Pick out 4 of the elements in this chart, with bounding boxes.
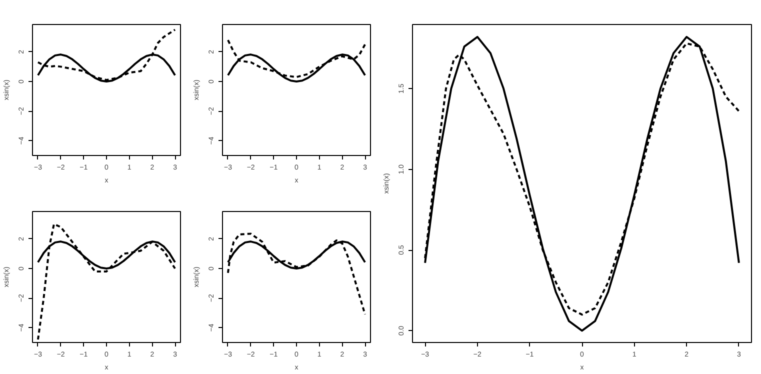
line-series <box>226 232 366 316</box>
line-series <box>36 28 176 82</box>
line-series <box>36 223 176 341</box>
line-series <box>226 39 366 78</box>
